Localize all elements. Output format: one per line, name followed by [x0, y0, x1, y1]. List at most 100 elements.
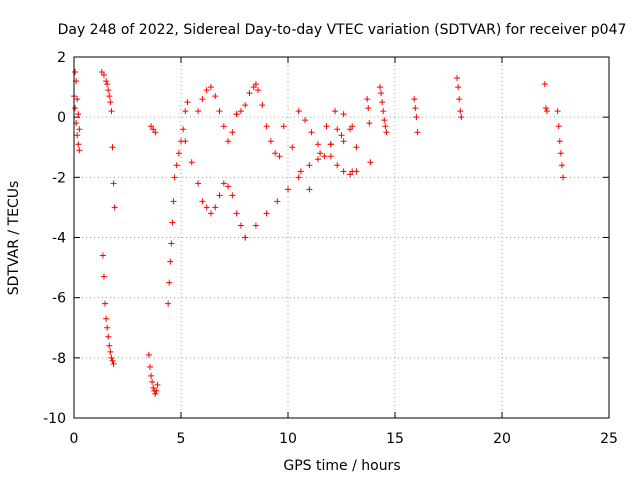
- tick-layer: 0 5 10 15 20 25 -10 -8 -6 -4 -2 0 2: [43, 50, 618, 447]
- data-point: [105, 87, 112, 94]
- data-point: [170, 198, 177, 205]
- data-point: [102, 300, 109, 307]
- data-point: [171, 174, 178, 181]
- data-point: [414, 129, 421, 136]
- series-arc-23h: [554, 108, 566, 181]
- data-point: [383, 129, 390, 136]
- data-point: [145, 351, 152, 358]
- data-point: [167, 258, 174, 265]
- data-point: [75, 141, 82, 148]
- data-point: [74, 132, 81, 139]
- data-point: [263, 210, 270, 217]
- data-point: [314, 156, 321, 163]
- data-point: [74, 96, 81, 103]
- data-point: [203, 204, 210, 211]
- data-point: [302, 117, 309, 124]
- series-arc-22h: [541, 81, 550, 115]
- data-point: [365, 105, 372, 112]
- data-point: [107, 348, 114, 355]
- data-point: [180, 126, 187, 133]
- data-point: [412, 105, 419, 112]
- data-point: [306, 186, 313, 193]
- data-point: [554, 108, 561, 115]
- data-point: [317, 150, 324, 157]
- series-arc-10h: [280, 108, 356, 193]
- series-arc-06h: [182, 138, 249, 241]
- data-point: [285, 186, 291, 193]
- data-point: [367, 159, 374, 166]
- series-arc-14h: [377, 84, 390, 136]
- series-arc-08h: [233, 81, 283, 160]
- data-point: [252, 81, 259, 88]
- series-arc-06h-peak: [195, 84, 240, 145]
- data-point: [225, 183, 232, 190]
- x-tick-label: 20: [493, 431, 511, 447]
- data-point: [103, 315, 110, 322]
- data-point: [99, 252, 106, 259]
- data-point: [182, 138, 189, 145]
- data-point: [340, 138, 347, 145]
- data-point: [381, 117, 388, 124]
- data-point: [542, 105, 549, 112]
- data-point: [108, 354, 115, 361]
- data-point: [216, 108, 223, 115]
- data-point: [457, 108, 464, 115]
- data-point: [556, 138, 563, 145]
- data-point: [272, 150, 279, 157]
- data-point: [207, 210, 214, 217]
- data-point: [149, 378, 156, 385]
- data-point: [98, 69, 105, 76]
- data-point: [413, 114, 420, 121]
- data-point: [212, 204, 219, 211]
- data-point: [250, 84, 257, 91]
- data-point: [543, 108, 550, 115]
- data-point: [541, 81, 548, 88]
- data-point: [379, 99, 386, 106]
- data-point: [168, 240, 175, 247]
- data-point: [327, 153, 334, 160]
- data-point: [184, 99, 191, 106]
- data-point: [76, 126, 83, 133]
- data-point: [255, 87, 262, 94]
- data-point: [259, 102, 266, 109]
- data-point: [152, 390, 159, 397]
- data-point: [276, 153, 283, 160]
- data-point: [295, 108, 302, 115]
- data-point: [308, 129, 315, 136]
- data-point: [274, 198, 281, 205]
- x-tick-label: 10: [279, 431, 297, 447]
- data-point: [327, 141, 334, 148]
- data-point: [203, 87, 210, 94]
- y-tick-label: -4: [52, 231, 66, 247]
- data-point: [378, 90, 385, 97]
- data-point: [229, 129, 236, 136]
- data-point: [76, 147, 83, 154]
- data-point: [199, 96, 206, 103]
- data-point: [111, 204, 118, 211]
- series-arc-01h-low: [99, 252, 117, 367]
- data-point: [280, 123, 287, 130]
- data-point: [380, 108, 387, 115]
- data-point: [109, 357, 116, 364]
- x-tick-label: 15: [386, 431, 404, 447]
- x-tick-label: 5: [177, 431, 186, 447]
- data-point: [559, 174, 566, 181]
- data-point: [233, 111, 240, 118]
- data-point: [353, 168, 360, 175]
- data-point: [104, 81, 111, 88]
- data-point: [109, 144, 116, 151]
- data-point: [314, 141, 321, 148]
- data-point: [165, 300, 172, 307]
- data-point: [110, 360, 117, 367]
- data-point: [377, 84, 384, 91]
- data-point: [110, 180, 117, 187]
- data-point: [411, 96, 418, 103]
- data-point: [456, 96, 463, 103]
- x-tick-label: 25: [600, 431, 618, 447]
- data-point: [150, 384, 157, 391]
- data-point: [188, 159, 195, 166]
- data-point: [455, 84, 462, 91]
